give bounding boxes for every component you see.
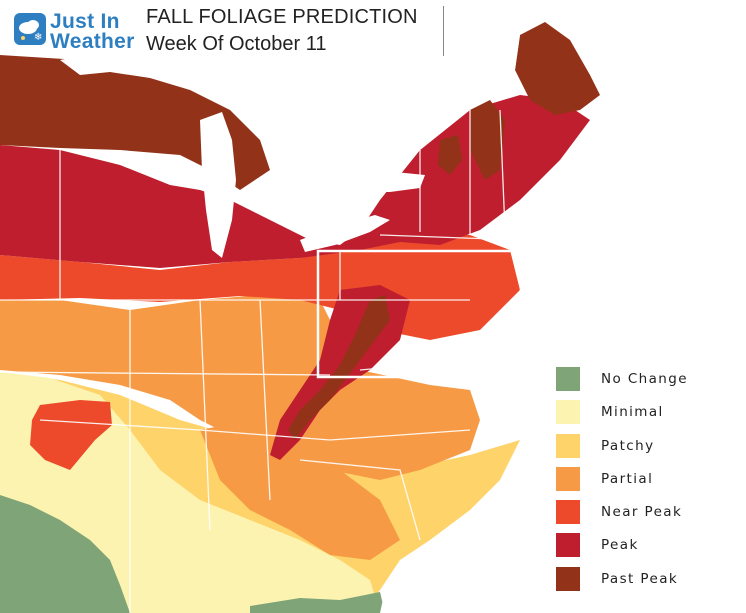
weather-cloud-snow-icon: ❄ [14, 13, 46, 45]
legend-swatch [556, 533, 580, 558]
legend-item-peak: Peak [556, 533, 741, 566]
lake-erie [300, 215, 390, 252]
legend-label: Minimal [601, 404, 664, 421]
lake-superior [60, 50, 230, 80]
legend-label: Near Peak [601, 504, 683, 521]
legend-swatch [556, 566, 580, 591]
region-partial [0, 295, 480, 480]
legend-label: Past Peak [601, 570, 679, 587]
region-near-peak-ozark [30, 400, 112, 470]
atlantic-ocean [380, 95, 746, 613]
region-no-change-s [250, 592, 385, 613]
legend-swatch [556, 400, 580, 425]
legend-swatch [556, 433, 580, 458]
lake-ontario [355, 172, 425, 192]
lake-huron [260, 95, 335, 190]
legend-label: Patchy [601, 437, 655, 454]
logo-text-weather: Weather [50, 30, 135, 53]
legend-swatch [556, 500, 580, 525]
legend-item-minimal: Minimal [556, 400, 741, 433]
page-title: FALL FOLIAGE PREDICTION [146, 6, 418, 28]
legend-item-no-change: No Change [556, 367, 741, 400]
header-divider [443, 6, 444, 56]
legend: No Change Minimal Patchy Partial Near Pe… [556, 367, 741, 600]
legend-label: No Change [601, 371, 688, 387]
region-past-peak-maine [515, 22, 600, 115]
region-past-peak-appalachia [288, 295, 390, 440]
svg-text:❄: ❄ [34, 32, 42, 43]
legend-swatch [556, 367, 580, 391]
lake-michigan [200, 112, 236, 258]
region-peak [0, 95, 590, 268]
legend-label: Partial [601, 470, 654, 487]
logo-text-just-in: Just In [50, 10, 120, 33]
page-subtitle: Week Of October 11 [146, 33, 327, 55]
legend-label: Peak [601, 537, 639, 554]
legend-item-near-peak: Near Peak [556, 500, 741, 533]
header: ❄ Just In Weather FALL FOLIAGE PREDICTIO… [0, 0, 746, 60]
legend-item-partial: Partial [556, 466, 741, 500]
legend-swatch [556, 466, 580, 491]
legend-item-past-peak: Past Peak [556, 566, 741, 600]
canada-area [220, 0, 520, 175]
region-past-peak-vt [470, 100, 505, 180]
highlight-box [316, 249, 523, 379]
legend-item-patchy: Patchy [556, 433, 741, 467]
region-partial-carolinas [200, 420, 400, 560]
state-borders [0, 109, 521, 613]
region-no-change-sw [0, 495, 130, 613]
region-past-peak-adk [438, 135, 462, 175]
